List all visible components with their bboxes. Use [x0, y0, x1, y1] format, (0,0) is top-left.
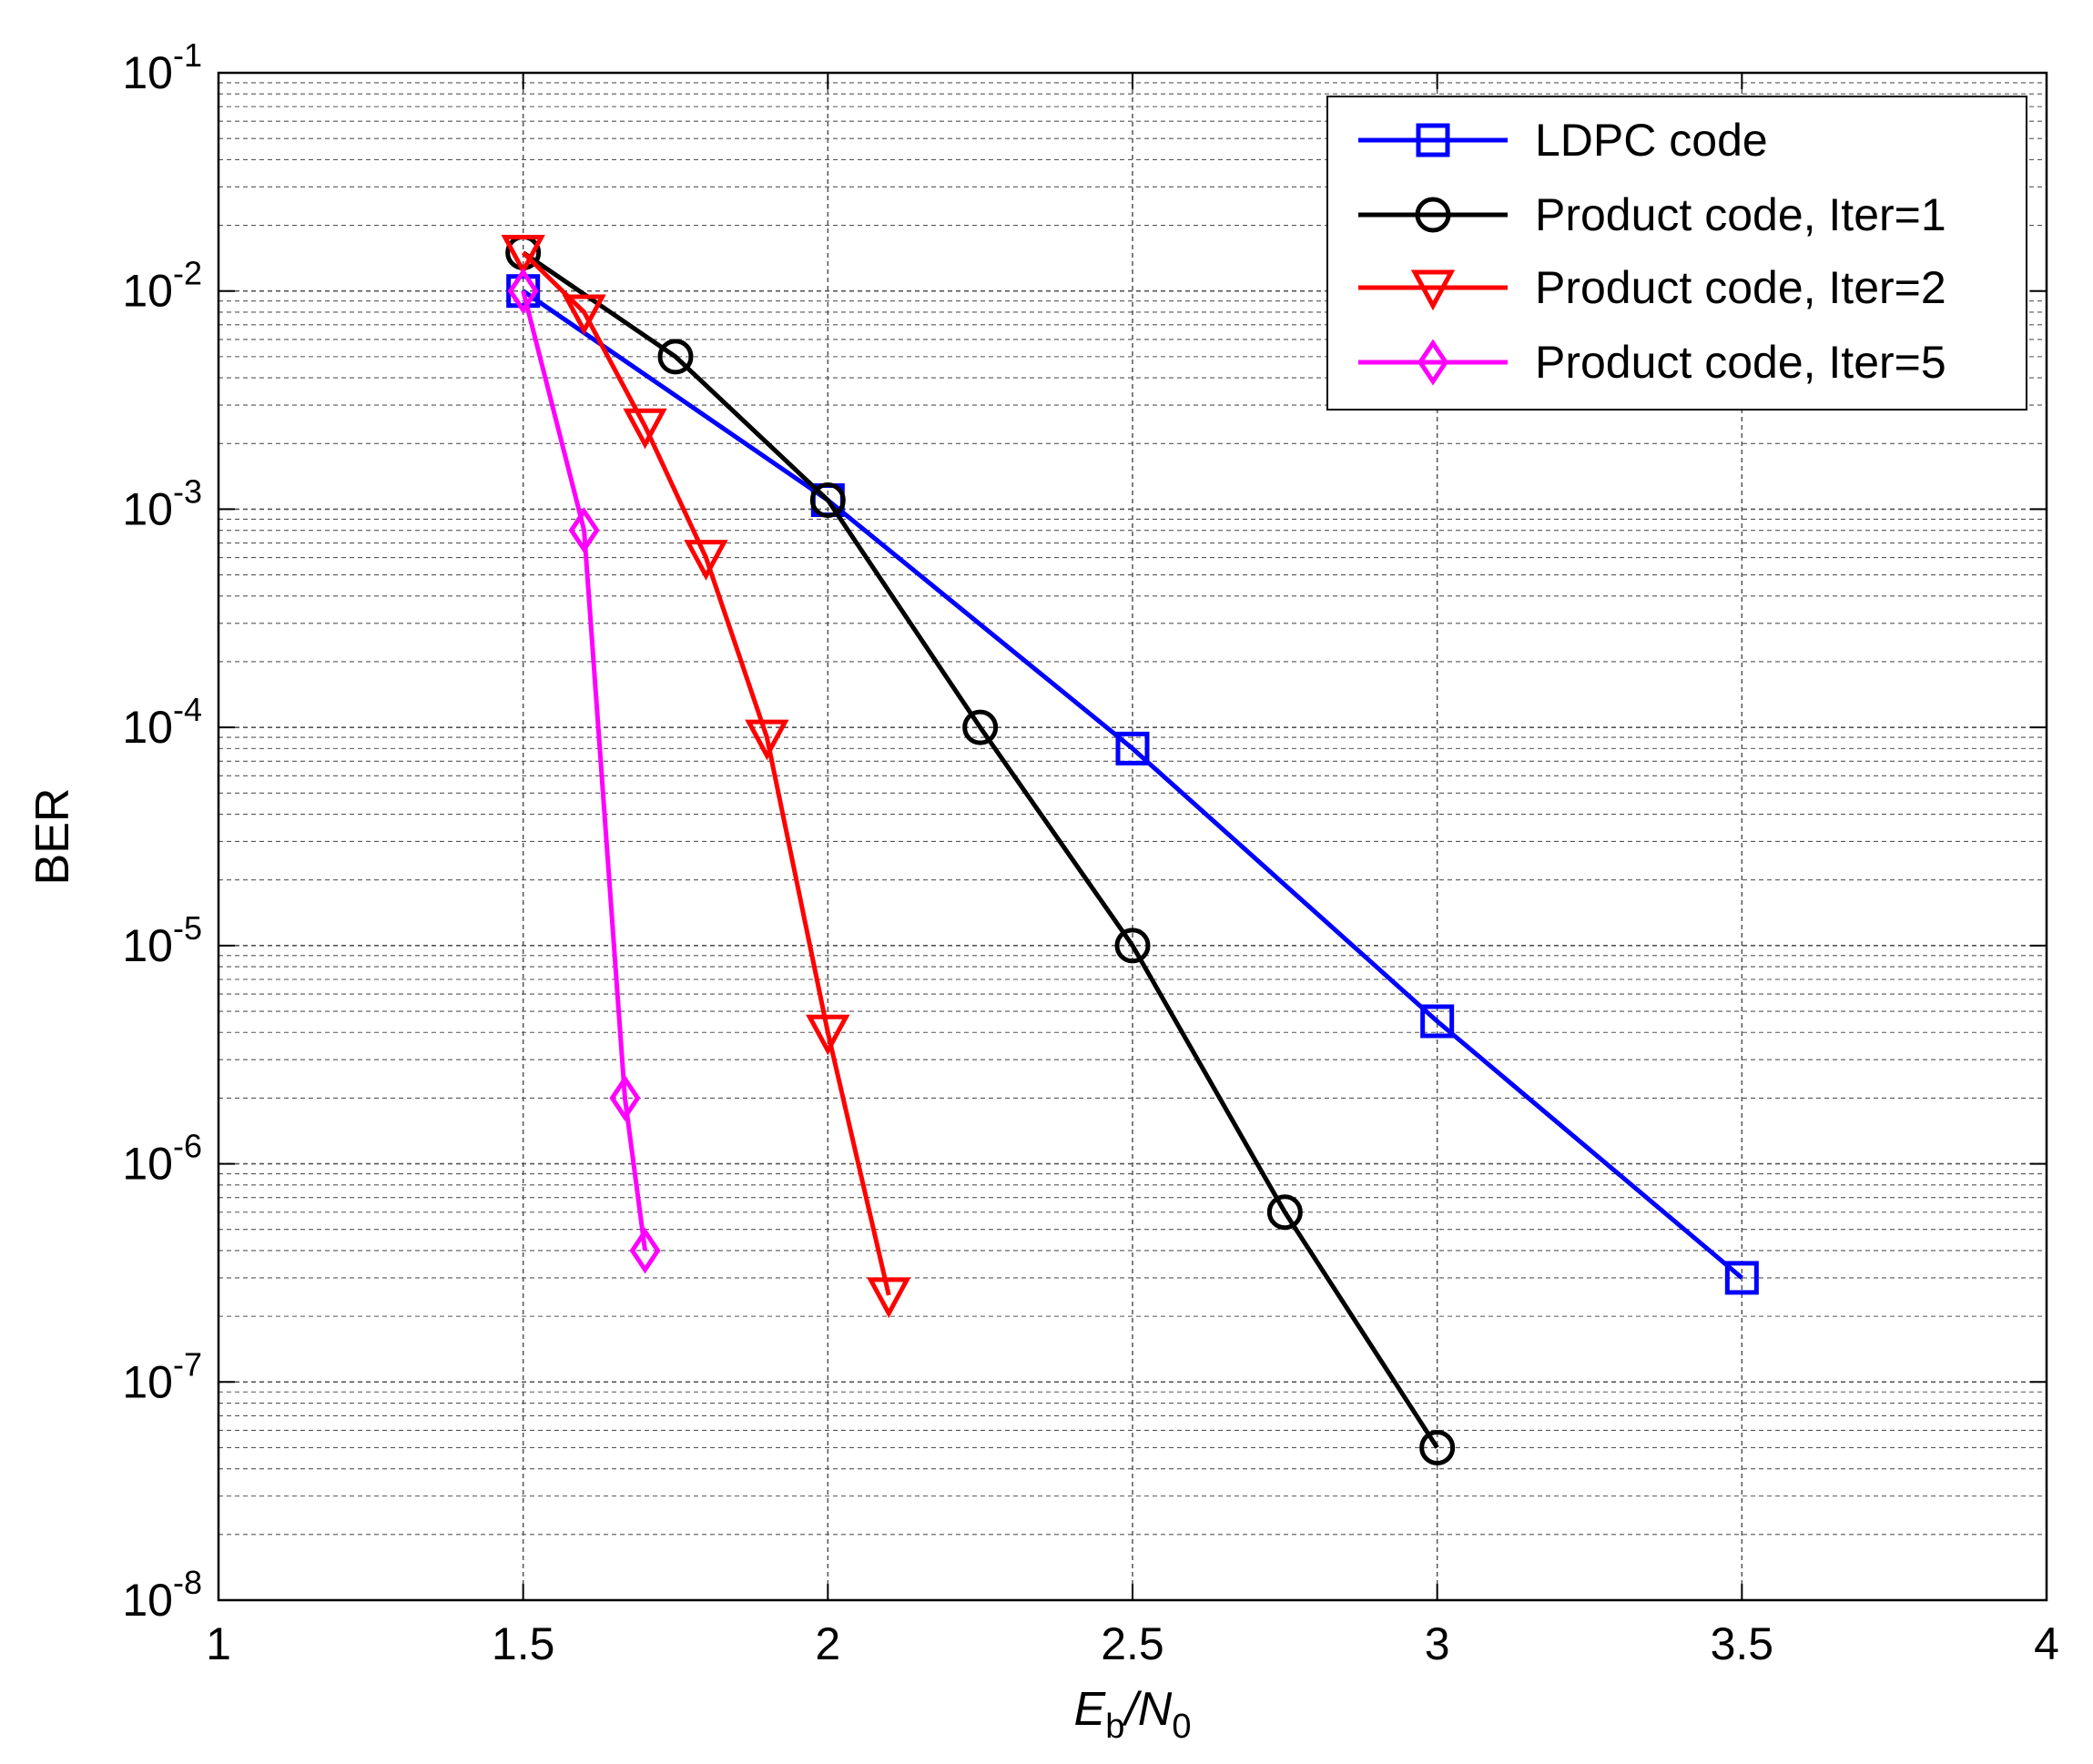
data-point [623, 408, 667, 450]
y-tick-label: 10-7 [122, 1345, 202, 1407]
legend-label: Product code, Iter=1 [1535, 189, 1946, 240]
legend-swatch-marker [1416, 123, 1450, 157]
data-point [1115, 731, 1150, 765]
y-tick-labels: 10-1 10-2 10-3 10-4 10-5 10-6 10-7 10-8 [122, 36, 2047, 1626]
data-point [629, 1227, 661, 1274]
data-point [1724, 1261, 1759, 1295]
data-point [684, 540, 728, 581]
data-point [657, 339, 694, 375]
data-point [1266, 1194, 1303, 1231]
y-axis-label: BER [26, 788, 79, 886]
data-point [568, 507, 600, 554]
series-layer [501, 235, 1759, 1465]
data-point [501, 235, 545, 276]
legend-swatch-marker [1417, 339, 1449, 386]
legend-item: LDPC code [1358, 115, 1768, 166]
data-point [609, 1074, 641, 1121]
legend-swatch-marker [1415, 197, 1451, 233]
data-point [809, 482, 846, 519]
data-point [507, 268, 539, 315]
series-line [522, 250, 1439, 1449]
x-tick-label: 3 [1425, 1618, 1450, 1669]
data-point [806, 1014, 850, 1056]
x-tick-label: 1 [206, 1618, 231, 1669]
legend: LDPC code Product code, Iter=1 Product cod… [1326, 96, 2027, 411]
data-point [1419, 1429, 1456, 1465]
x-axis-label: Eb/N0 [1074, 1683, 1192, 1746]
legend-label: LDPC code [1535, 115, 1768, 166]
series-line [522, 289, 1743, 1280]
data-point [745, 719, 789, 761]
y-tick-label: 10-5 [122, 909, 202, 971]
y-tick-label: 10-8 [122, 1564, 202, 1626]
data-point [1114, 928, 1151, 964]
legend-item: Product code, Iter=1 [1358, 189, 1946, 240]
y-tick-label: 10-6 [122, 1128, 202, 1190]
y-tick-label: 10-3 [122, 472, 202, 534]
x-tick-label: 1.5 [492, 1618, 555, 1669]
y-tick-label: 10-4 [122, 691, 202, 753]
x-tick-label: 2.5 [1101, 1618, 1164, 1669]
y-tick-label: 10-2 [122, 255, 202, 317]
series-line [521, 290, 648, 1252]
data-point [562, 294, 606, 336]
data-point [962, 709, 999, 745]
series-line [521, 250, 891, 1296]
data-point [867, 1277, 911, 1319]
legend-item: Product code, Iter=5 [1358, 337, 1946, 388]
data-point [1420, 1004, 1455, 1039]
x-tick-labels: 1 1.5 2 2.5 3 3.5 4 [206, 73, 2059, 1669]
x-tick-label: 2 [815, 1618, 840, 1669]
legend-swatch-marker [1410, 269, 1456, 311]
x-tick-label: 4 [2034, 1618, 2059, 1669]
series-4 [507, 268, 661, 1274]
x-tick-label: 3.5 [1711, 1618, 1774, 1669]
series-3 [501, 235, 911, 1319]
legend-label: Product code, Iter=2 [1535, 262, 1946, 313]
legend-label: Product code, Iter=5 [1535, 337, 1946, 388]
legend-item: Product code, Iter=2 [1358, 262, 1946, 313]
y-tick-label: 10-1 [122, 36, 202, 98]
